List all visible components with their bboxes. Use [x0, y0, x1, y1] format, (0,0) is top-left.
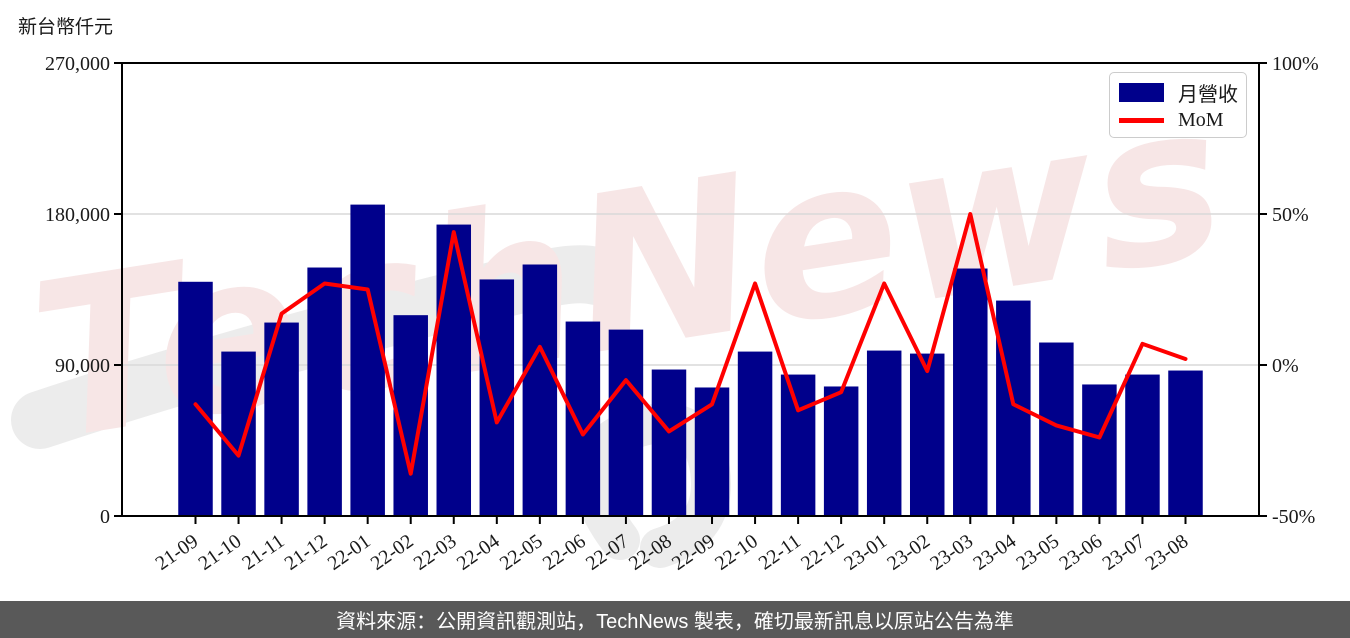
x-tick-label: 22-01: [324, 530, 375, 575]
x-tick-label: 21-11: [238, 530, 288, 574]
revenue-bar: [909, 353, 945, 516]
mom-line-swatch-icon: [1119, 118, 1164, 124]
x-tick-label: 22-12: [797, 530, 848, 575]
source-footer: 資料來源：公開資訊觀測站，TechNews 製表，確切最新訊息以原站公告為準: [0, 601, 1350, 638]
y-tick-label-left: 180,000: [45, 204, 110, 226]
revenue-bar: [221, 351, 256, 516]
revenue-bar: [350, 204, 385, 517]
x-tick-label: 23-04: [969, 530, 1020, 575]
y-tick-label-left: 90,000: [55, 355, 110, 377]
plot-frame: [121, 62, 1260, 517]
revenue-bar: [866, 350, 902, 516]
revenue-bar: [522, 264, 558, 516]
x-tick-label: 23-01: [840, 530, 891, 575]
y-axis-title: 新台幣仟元: [18, 17, 114, 38]
x-tick-label: 22-11: [755, 530, 805, 574]
x-tick-label: 22-03: [410, 530, 461, 575]
revenue-bar: [1125, 374, 1160, 516]
legend-label-revenue: 月營收: [1178, 83, 1238, 106]
x-tick-label: 21-09: [152, 530, 203, 575]
revenue-bar: [307, 267, 342, 516]
revenue-bar: [608, 329, 644, 516]
x-tick-label: 23-03: [926, 530, 977, 575]
legend-item-revenue: 月營收: [1110, 78, 1246, 107]
y-tick-label-left: 0: [100, 506, 110, 528]
revenue-bar: [178, 281, 213, 516]
x-tick-label: 22-04: [453, 530, 504, 575]
revenue-bar-swatch-icon: [1119, 82, 1164, 102]
legend-item-mom: MoM: [1110, 109, 1246, 132]
x-tick-label: 22-05: [496, 530, 547, 575]
x-tick-label: 22-06: [539, 530, 590, 575]
x-tick-label: 23-05: [1012, 530, 1063, 575]
y-tick-label-right: 50%: [1272, 204, 1309, 226]
source-footer-text: 資料來源：公開資訊觀測站，TechNews 製表，確切最新訊息以原站公告為準: [336, 611, 1014, 633]
x-tick-label: 22-10: [711, 530, 762, 575]
revenue-bar: [436, 224, 472, 516]
x-tick-label: 21-12: [281, 530, 332, 575]
revenue-bar: [694, 387, 730, 516]
y-tick-label-right: 0%: [1272, 355, 1299, 377]
x-tick-label: 23-02: [883, 530, 934, 575]
mom-line: [193, 212, 1188, 476]
revenue-bar: [651, 369, 687, 516]
x-tick-label: 23-07: [1098, 530, 1149, 575]
revenue-bar: [953, 268, 988, 516]
revenue-bar: [1082, 384, 1117, 516]
chart-plot: TechNews090,000180,000270,000-50%0%50%10…: [11, 53, 1319, 575]
legend: 月營收 MoM: [1109, 72, 1247, 138]
legend-label-mom: MoM: [1178, 109, 1224, 132]
y-tick-label-right: 100%: [1272, 53, 1319, 75]
x-tick-label: 23-08: [1142, 530, 1193, 575]
revenue-bar: [823, 386, 859, 516]
x-tick-label: 21-10: [195, 530, 246, 575]
revenue-bar: [737, 351, 773, 516]
revenue-bar: [780, 374, 816, 516]
x-tick-label: 22-02: [367, 530, 418, 575]
revenue-bar: [479, 279, 515, 516]
revenue-bar: [1168, 370, 1203, 516]
y-tick-label-left: 270,000: [45, 53, 110, 75]
y-tick-label-right: -50%: [1272, 506, 1315, 528]
x-tick-label: 23-06: [1055, 530, 1106, 575]
